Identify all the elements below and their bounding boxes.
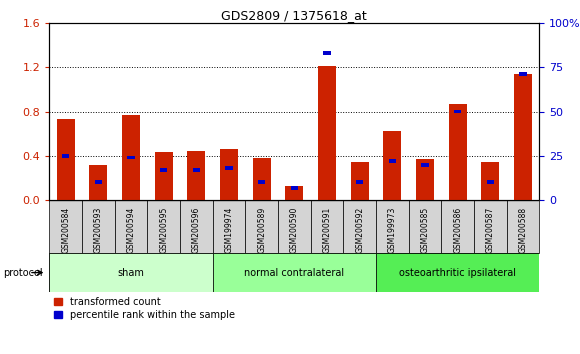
Bar <box>514 74 532 200</box>
Bar <box>343 200 376 253</box>
Bar <box>220 149 238 200</box>
Bar <box>213 200 245 253</box>
Bar <box>422 163 429 166</box>
Bar <box>49 200 82 253</box>
Bar <box>507 200 539 253</box>
Text: sham: sham <box>118 268 144 278</box>
Bar <box>147 200 180 253</box>
Bar <box>389 159 396 163</box>
Bar <box>311 200 343 253</box>
Bar <box>449 104 467 200</box>
Bar <box>62 154 69 158</box>
Bar <box>187 152 205 200</box>
Bar <box>89 165 107 200</box>
Text: GSM200591: GSM200591 <box>322 206 332 253</box>
Bar <box>128 156 135 159</box>
Text: GSM200593: GSM200593 <box>94 206 103 253</box>
Text: GSM200594: GSM200594 <box>126 206 136 253</box>
Bar <box>285 185 303 200</box>
Text: GSM200586: GSM200586 <box>453 206 462 253</box>
Bar <box>180 200 213 253</box>
Bar <box>474 200 507 253</box>
Text: protocol: protocol <box>3 268 42 278</box>
Text: normal contralateral: normal contralateral <box>244 268 345 278</box>
Bar <box>253 158 271 200</box>
Bar <box>115 200 147 253</box>
Text: GSM200595: GSM200595 <box>159 206 168 253</box>
Text: osteoarthritic ipsilateral: osteoarthritic ipsilateral <box>399 268 516 278</box>
Bar <box>155 153 173 200</box>
Bar <box>454 110 461 113</box>
Text: GSM200588: GSM200588 <box>519 206 528 252</box>
Bar <box>226 166 233 170</box>
Bar <box>49 253 213 292</box>
Bar <box>487 181 494 184</box>
Bar <box>95 181 102 184</box>
Bar <box>376 200 409 253</box>
Bar <box>213 253 376 292</box>
Bar <box>122 115 140 200</box>
Bar <box>356 181 363 184</box>
Bar <box>57 119 75 200</box>
Bar <box>383 131 401 200</box>
Bar <box>441 200 474 253</box>
Bar <box>409 200 441 253</box>
Text: GSM200584: GSM200584 <box>61 206 70 253</box>
Text: GSM200589: GSM200589 <box>257 206 266 253</box>
Text: GSM200585: GSM200585 <box>420 206 430 253</box>
Bar <box>481 162 499 200</box>
Bar <box>324 51 331 55</box>
Legend: transformed count, percentile rank within the sample: transformed count, percentile rank withi… <box>54 297 235 320</box>
Bar <box>258 181 265 184</box>
Bar <box>318 66 336 200</box>
Text: GSM200590: GSM200590 <box>290 206 299 253</box>
Text: GSM199974: GSM199974 <box>224 206 234 253</box>
Text: GSM200592: GSM200592 <box>355 206 364 253</box>
Bar <box>416 159 434 200</box>
Text: GSM200587: GSM200587 <box>486 206 495 253</box>
Bar <box>291 186 298 189</box>
Bar <box>520 73 527 76</box>
Bar <box>193 168 200 172</box>
Bar <box>245 200 278 253</box>
Title: GDS2809 / 1375618_at: GDS2809 / 1375618_at <box>222 9 367 22</box>
Text: GSM199973: GSM199973 <box>388 206 397 253</box>
Bar <box>351 162 369 200</box>
Bar <box>82 200 115 253</box>
Bar <box>160 168 167 172</box>
Bar <box>376 253 539 292</box>
Bar <box>278 200 311 253</box>
Text: GSM200596: GSM200596 <box>192 206 201 253</box>
